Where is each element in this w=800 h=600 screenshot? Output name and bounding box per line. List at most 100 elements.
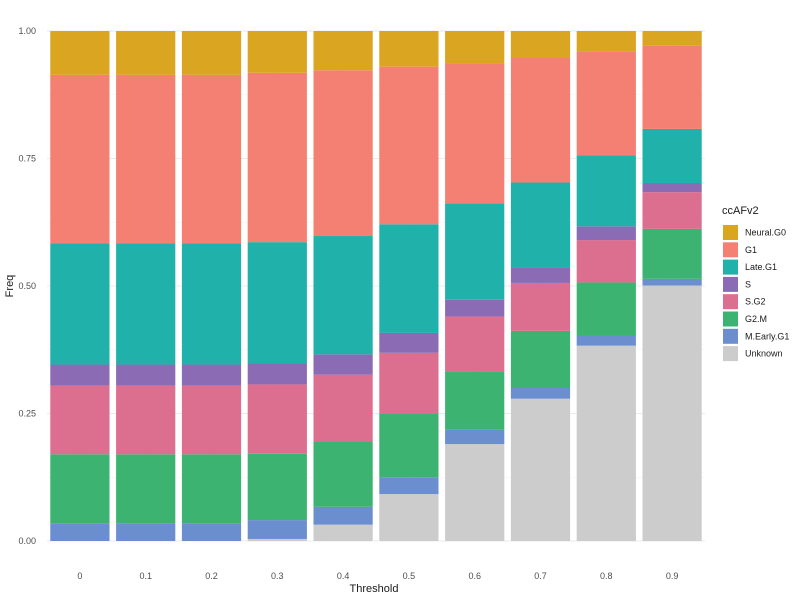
x-axis-title: Threshold <box>350 583 399 595</box>
bar-segment-s <box>379 332 439 353</box>
bar-segment-unknown <box>379 494 439 541</box>
bar-segment-m-early-g1 <box>445 429 505 445</box>
bar-segment-unknown <box>576 345 636 541</box>
bar-segment-neural-g0 <box>576 31 636 52</box>
bar-segment-g1 <box>576 51 636 156</box>
bar-segment-m-early-g1 <box>116 523 176 541</box>
legend-key <box>723 225 738 240</box>
bar-segment-g1 <box>642 45 702 129</box>
y-tick-label: 0.25 <box>18 409 36 419</box>
bar-segment-neural-g0 <box>50 31 110 75</box>
legend-key <box>723 259 738 275</box>
bar-segment-s <box>247 363 307 385</box>
bar-segment-late-g1 <box>576 155 636 227</box>
y-tick-label: 0.75 <box>18 154 36 164</box>
bar-segment-s-g2 <box>510 282 571 331</box>
bar-segment-s-g2 <box>445 316 505 372</box>
bar-segment-unknown <box>313 524 373 541</box>
bar-segment-s <box>313 354 373 375</box>
x-tick-label: 0.4 <box>337 571 350 581</box>
bar-segment-late-g1 <box>181 243 242 365</box>
x-tick-label: 0.6 <box>468 571 481 581</box>
bar-segment-late-g1 <box>313 236 373 355</box>
bar-segment-g1 <box>181 74 242 244</box>
bar-segment-g2-m <box>576 282 636 336</box>
x-tick-label: 0.1 <box>139 571 152 581</box>
bar-segment-late-g1 <box>247 242 307 364</box>
bar-segment-g2-m <box>379 414 439 478</box>
bar-segment-g1 <box>50 74 110 244</box>
bar-segment-neural-g0 <box>445 31 505 64</box>
x-tick-label: 0.9 <box>666 571 679 581</box>
y-tick-label: 0.00 <box>18 536 36 546</box>
bar-segment-late-g1 <box>116 243 176 365</box>
bar-segment-g2-m <box>181 454 242 524</box>
x-axis-ticks: 0 0.1 0.2 0.3 0.4 0.5 0.6 0.7 0.8 0.9 <box>77 571 678 581</box>
bar-segment-g2-m <box>50 454 110 524</box>
legend-key <box>723 294 738 310</box>
bar-segment-s-g2 <box>247 384 307 454</box>
bar-segment-unknown <box>642 285 702 541</box>
legend-label: Late.G1 <box>745 262 777 272</box>
bar-segment-s <box>510 267 571 283</box>
bar-segment-m-early-g1 <box>50 523 110 541</box>
x-tick-label: 0.8 <box>600 571 613 581</box>
bars <box>50 31 702 541</box>
bar-segment-neural-g0 <box>510 31 571 58</box>
x-tick-label: 0.7 <box>534 571 547 581</box>
bar-segment-m-early-g1 <box>313 506 373 525</box>
bar-segment-s <box>181 364 242 386</box>
bar-segment-s-g2 <box>50 385 110 455</box>
bar-segment-s <box>576 226 636 241</box>
bar-segment-neural-g0 <box>313 31 373 71</box>
legend-key <box>723 276 738 292</box>
x-tick-label: 0.5 <box>403 571 416 581</box>
bar-segment-g2-m <box>445 371 505 430</box>
bar-segment-late-g1 <box>379 224 439 333</box>
x-tick-label: 0.3 <box>271 571 284 581</box>
legend-key <box>723 346 738 362</box>
bar-segment-neural-g0 <box>379 31 439 67</box>
legend-label: G1 <box>745 245 757 255</box>
legend: Neural.G0 G1 Late.G1 S S.G2 G2.M M.Early.G1 Unk… <box>723 225 789 362</box>
bar-segment-s-g2 <box>576 240 636 283</box>
y-axis-title: Freq <box>4 275 16 298</box>
bar-segment-m-early-g1 <box>642 278 702 286</box>
bar-segment-unknown <box>247 538 307 541</box>
bar-segment-m-early-g1 <box>181 523 242 541</box>
bar-segment-m-early-g1 <box>510 388 571 399</box>
bar-segment-neural-g0 <box>247 31 307 73</box>
bar-segment-unknown <box>445 444 505 541</box>
y-tick-label: 0.50 <box>18 281 36 291</box>
legend-label: M.Early.G1 <box>745 331 789 341</box>
bar-segment-g2-m <box>510 330 571 388</box>
bar-segment-s <box>445 299 505 317</box>
x-tick-label: 0 <box>77 571 82 581</box>
bar-segment-s-g2 <box>642 192 702 229</box>
bar-segment-neural-g0 <box>642 31 702 46</box>
bar-segment-g1 <box>313 70 373 237</box>
bar-segment-g1 <box>247 72 307 243</box>
bar-segment-g1 <box>445 63 505 204</box>
legend-label: S <box>745 279 751 289</box>
bar-segment-s-g2 <box>313 374 373 442</box>
bar-segment-s-g2 <box>116 385 176 455</box>
bar-segment-s <box>116 364 176 386</box>
y-tick-label: 1.00 <box>18 26 36 36</box>
legend-label: Unknown <box>745 349 783 359</box>
y-axis-ticks: 0.00 0.25 0.50 0.75 1.00 <box>18 26 36 546</box>
bar-segment-neural-g0 <box>116 31 176 75</box>
bar-segment-s-g2 <box>379 352 439 415</box>
bar-segment-s <box>50 364 110 386</box>
bar-segment-g2-m <box>247 453 307 521</box>
bar-segment-m-early-g1 <box>379 477 439 495</box>
bar-segment-late-g1 <box>642 128 702 183</box>
bar-segment-late-g1 <box>510 182 571 268</box>
legend-key <box>723 242 738 258</box>
bar-segment-late-g1 <box>445 203 505 300</box>
bar-segment-g2-m <box>642 228 702 279</box>
legend-title: ccAFv2 <box>722 205 759 217</box>
legend-key <box>723 311 738 327</box>
